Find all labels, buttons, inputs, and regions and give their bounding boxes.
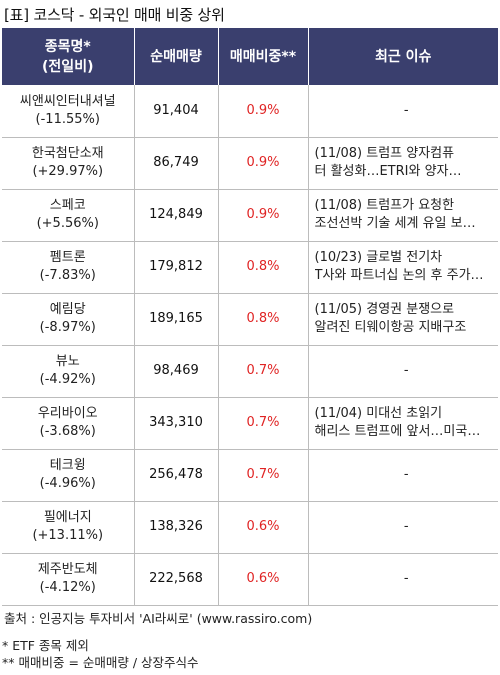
- stock-change: (-4.92%): [39, 372, 96, 387]
- issue-line1: (11/08) 트럼프 양자컴퓨: [314, 146, 455, 161]
- table-row: 스페코 (+5.56%) 124,849 0.9% (11/08) 트럼프가 요청한 조선…: [2, 189, 498, 242]
- stock-name-cell: 예림당 (-8.97%): [2, 293, 134, 346]
- stock-change: (-8.97%): [39, 320, 96, 335]
- table-row: 테크윙 (-4.96%) 256,478 0.7% -: [2, 449, 498, 502]
- issue-line1: (11/04) 미대선 초읽기: [314, 406, 443, 421]
- stock-change: (-11.55%): [35, 111, 100, 127]
- stock-name[interactable]: 펨트론: [49, 250, 86, 265]
- net-volume: 91,404: [133, 85, 218, 138]
- footnote-etf: * ETF 종목 제외: [2, 638, 89, 653]
- recent-issue: -: [307, 449, 498, 502]
- trade-ratio: 0.9%: [217, 189, 308, 242]
- header-net-volume: 순매매량: [133, 28, 218, 85]
- stock-name[interactable]: 뷰노: [55, 354, 80, 369]
- net-volume: 138,326: [133, 501, 218, 554]
- stock-change: (-3.68%): [39, 424, 96, 439]
- header-stock-name-line2: (전일비): [42, 58, 94, 75]
- recent-issue: -: [307, 553, 498, 606]
- recent-issue: -: [307, 345, 498, 398]
- header-trade-ratio: 매매비중**: [217, 28, 308, 85]
- table-row: 펨트론 (-7.83%) 179,812 0.8% (10/23) 글로벌 전기차 T사와…: [2, 241, 498, 294]
- stock-change: (-4.12%): [39, 580, 96, 595]
- trade-ratio: 0.8%: [217, 293, 308, 346]
- source-note: 출처 : 인공지능 투자비서 'AI라씨로' (www.rassiro.com): [4, 611, 313, 626]
- table-row: 필에너지 (+13.11%) 138,326 0.6% -: [2, 501, 498, 554]
- stock-change: (-4.96%): [39, 476, 96, 491]
- recent-issue: -: [307, 85, 498, 138]
- issue-line1: (11/05) 경영권 분쟁으로: [314, 302, 455, 317]
- stock-name[interactable]: 제주반도체: [37, 562, 98, 577]
- issue-line2: T사와 파트너십 논의 후 주가…: [314, 268, 484, 283]
- stock-name-cell: 제주반도체 (-4.12%): [2, 553, 134, 606]
- issue-line2: 해리스 트럼프에 앞서…미국…: [314, 424, 481, 439]
- trade-ratio: 0.8%: [217, 241, 308, 294]
- table-row: 뷰노 (-4.92%) 98,469 0.7% -: [2, 345, 498, 398]
- issue-line2: 조선선박 기술 세계 유일 보…: [314, 216, 476, 231]
- stock-name[interactable]: 한국첨단소재: [31, 146, 104, 161]
- stock-name[interactable]: 예림당: [49, 302, 86, 317]
- stock-name[interactable]: 우리바이오: [37, 406, 98, 421]
- net-volume: 179,812: [133, 241, 218, 294]
- issue-line2: 터 활성화…ETRI와 양자…: [314, 164, 462, 179]
- stock-change: (-7.83%): [39, 268, 96, 283]
- trade-ratio: 0.9%: [217, 137, 308, 190]
- issue-line2: 알려진 티웨이항공 지배구조: [314, 320, 467, 335]
- table-row: 우리바이오 (-3.68%) 343,310 0.7% (11/04) 미대선 초읽기 해…: [2, 397, 498, 450]
- stock-name-cell: 필에너지 (+13.11%): [2, 501, 134, 554]
- stock-name-cell: 한국첨단소재 (+29.97%): [2, 137, 134, 190]
- trade-ratio: 0.7%: [217, 345, 308, 398]
- stock-name[interactable]: 테크윙: [49, 458, 86, 473]
- table-row: 한국첨단소재 (+29.97%) 86,749 0.9% (11/08) 트럼프 양자컴…: [2, 137, 498, 190]
- net-volume: 343,310: [133, 397, 218, 450]
- header-stock-name-line1: 종목명*: [44, 38, 91, 55]
- footnote-ratio: ** 매매비중 = 순매매량 / 상장주식수: [2, 655, 199, 670]
- issue-line1: (10/23) 글로벌 전기차: [314, 250, 443, 265]
- recent-issue[interactable]: (10/23) 글로벌 전기차 T사와 파트너십 논의 후 주가…: [307, 241, 498, 294]
- net-volume: 124,849: [133, 189, 218, 242]
- trade-ratio: 0.9%: [217, 85, 308, 138]
- stock-name-cell: 스페코 (+5.56%): [2, 189, 134, 242]
- net-volume: 222,568: [133, 553, 218, 606]
- trade-ratio: 0.6%: [217, 501, 308, 554]
- stock-name-cell: 펨트론 (-7.83%): [2, 241, 134, 294]
- stock-name[interactable]: 스페코: [49, 198, 86, 213]
- net-volume: 256,478: [133, 449, 218, 502]
- net-volume: 86,749: [133, 137, 218, 190]
- table-row: 씨앤씨인터내셔널 (-11.55%) 91,404 0.9% -: [2, 85, 498, 138]
- stock-name[interactable]: 씨앤씨인터내셔널: [19, 93, 116, 109]
- trade-ratio: 0.7%: [217, 397, 308, 450]
- header-recent-issue: 최근 이슈: [307, 28, 498, 85]
- issue-line1: (11/08) 트럼프가 요청한: [314, 198, 455, 213]
- stock-change: (+29.97%): [32, 164, 104, 179]
- stock-name[interactable]: 필에너지: [43, 510, 92, 525]
- recent-issue: -: [307, 501, 498, 554]
- stock-change: (+5.56%): [36, 216, 99, 231]
- stock-name-cell: 씨앤씨인터내셔널 (-11.55%): [2, 85, 134, 138]
- net-volume: 98,469: [133, 345, 218, 398]
- table-row: 제주반도체 (-4.12%) 222,568 0.6% -: [2, 553, 498, 606]
- stock-name-cell: 뷰노 (-4.92%): [2, 345, 134, 398]
- header-stock-name: 종목명* (전일비): [2, 28, 134, 85]
- trade-ratio: 0.6%: [217, 553, 308, 606]
- table-row: 예림당 (-8.97%) 189,165 0.8% (11/05) 경영권 분쟁으로 알려…: [2, 293, 498, 346]
- stock-name-cell: 우리바이오 (-3.68%): [2, 397, 134, 450]
- stock-name-cell: 테크윙 (-4.96%): [2, 449, 134, 502]
- net-volume: 189,165: [133, 293, 218, 346]
- page-title: [표] 코스닥 - 외국인 매매 비중 상위: [4, 6, 225, 24]
- trade-ratio: 0.7%: [217, 449, 308, 502]
- foreign-trade-table: 종목명* (전일비) 순매매량 매매비중** 최근 이슈 씨앤씨인터내셔널 (-1…: [2, 28, 498, 606]
- stock-change: (+13.11%): [32, 528, 104, 543]
- table-header: 종목명* (전일비) 순매매량 매매비중** 최근 이슈: [2, 28, 498, 85]
